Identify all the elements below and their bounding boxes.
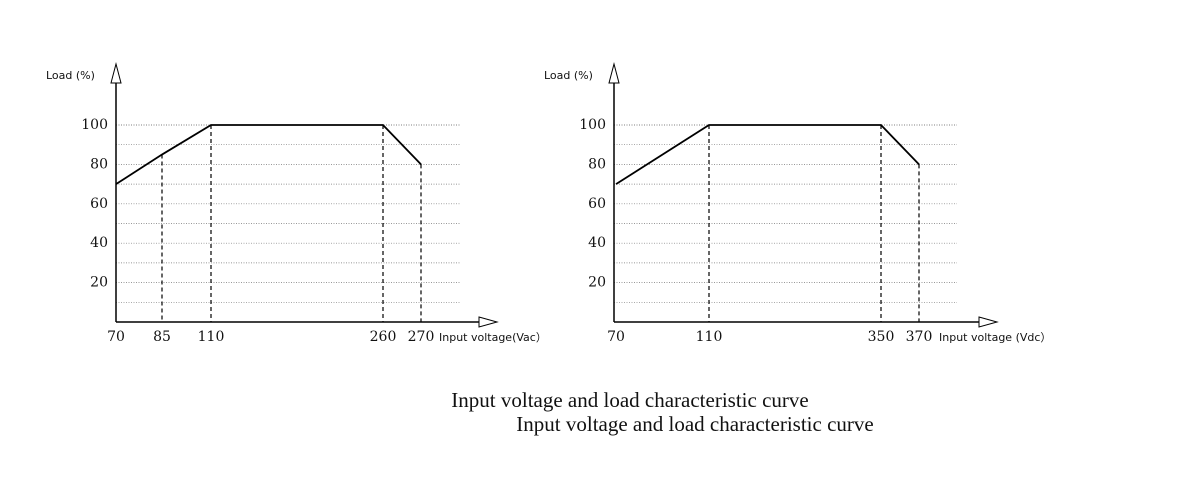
x-tick-label: 85	[153, 329, 171, 345]
x-tick-label: 270	[408, 329, 435, 345]
y-axis-arrow	[608, 62, 620, 84]
caption: Input voltage and load characteristic cu…	[451, 388, 808, 412]
y-tick-label: 40	[90, 235, 108, 251]
y-tick-label: 20	[90, 275, 108, 291]
y-tick-label: 40	[588, 235, 606, 251]
x-tick-label: 110	[696, 329, 723, 345]
x-axis-label: Input voltage(Vac）	[439, 331, 547, 344]
load-curve	[615, 124, 920, 185]
caption: Input voltage and load characteristic cu…	[516, 412, 873, 436]
x-tick-label: 70	[607, 329, 625, 345]
load-curve	[115, 124, 422, 185]
y-tick-label: 100	[579, 117, 606, 133]
x-tick-label: 350	[868, 329, 895, 345]
y-axis-arrow	[110, 62, 122, 84]
y-tick-label: 100	[81, 117, 108, 133]
y-tick-label: 60	[90, 196, 108, 212]
y-tick-label: 80	[90, 156, 108, 172]
x-tick-label: 260	[370, 329, 397, 345]
x-tick-label: 370	[906, 329, 933, 345]
y-tick-label: 20	[588, 275, 606, 291]
y-tick-label: 80	[588, 156, 606, 172]
y-axis-label: Load (%)	[46, 69, 95, 82]
x-tick-label: 110	[198, 329, 225, 345]
x-axis-label: Input voltage (Vdc）	[939, 331, 1051, 344]
y-tick-label: 60	[588, 196, 606, 212]
x-tick-label: 70	[107, 329, 125, 345]
x-axis-arrow	[978, 316, 999, 328]
y-axis-label: Load (%)	[544, 69, 593, 82]
x-axis-arrow	[478, 316, 499, 328]
